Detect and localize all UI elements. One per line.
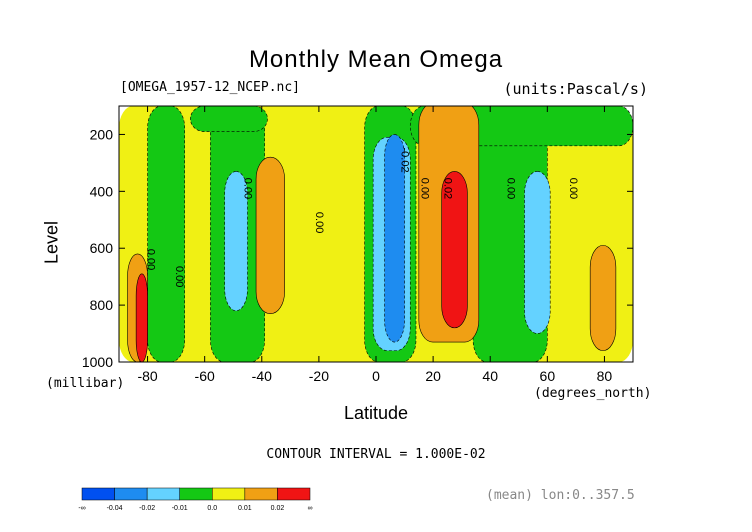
colorbar-label-6: 0.02 (271, 505, 285, 512)
contour-labels-layer: 0.00 0.00 0.00 0.00 -0.02 0.00 0.02 0.00 0.00 (145, 148, 580, 288)
y-tick-label-4: 1000 (82, 354, 113, 370)
colorbar-swatch-6 (277, 487, 311, 501)
colorbar-swatch-4 (212, 487, 246, 501)
contour-region-9 (524, 171, 551, 334)
colorbar-label-4: 0.0 (207, 505, 217, 512)
contour-region-16 (135, 273, 148, 362)
contour-label-5: 0.00 (419, 178, 431, 199)
contour-region-15 (441, 171, 468, 329)
contour-interval-note: CONTOUR INTERVAL = 1.000E-02 (266, 447, 486, 462)
contour-label-2: 0.00 (242, 178, 254, 199)
contour-region-11 (255, 156, 285, 314)
contour-region-10 (384, 134, 405, 343)
colorbar-label-1: -0.04 (107, 505, 123, 512)
x-tick-label-1: -60 (195, 368, 215, 384)
x-tick-label-0: -80 (137, 368, 157, 384)
colorbar-swatch-1 (114, 487, 148, 501)
colorbar-swatch-0 (81, 487, 115, 501)
colorbar-label-5: 0.01 (238, 505, 252, 512)
file-label: [OMEGA_1957-12_NCEP.nc] (120, 80, 301, 95)
x-tick-label-6: 40 (482, 368, 498, 384)
contour-label-0: 0.00 (145, 249, 157, 270)
axes-layer: -80 -60 -40 -20 0 20 40 60 80 200 400 600 800 1000 (82, 106, 633, 384)
y-tick-label-2: 600 (90, 240, 114, 256)
x-tick-label-7: 60 (540, 368, 556, 384)
x-tick-label-3: -20 (309, 368, 329, 384)
x-axis-unit: (degrees_north) (534, 386, 652, 401)
x-tick-label-2: -40 (252, 368, 272, 384)
contour-region-6 (190, 106, 268, 132)
colorbar-label-7: ∞ (308, 505, 313, 512)
colorbar-swatch-2 (146, 487, 180, 501)
x-axis-label: Latitude (343, 403, 409, 423)
contour-label-6: 0.02 (442, 178, 454, 199)
y-axis-unit: (millibar) (46, 376, 125, 391)
y-tick-label-0: 200 (90, 126, 114, 142)
contour-label-4: -0.02 (399, 148, 411, 173)
units-label: (units:Pascal/s) (503, 80, 649, 98)
y-tick-label-1: 400 (90, 183, 114, 199)
x-tick-label-8: 80 (597, 368, 613, 384)
colorbar: -∞ -0.04 -0.02 -0.01 0.0 0.01 0.02 ∞ (78, 487, 313, 512)
colorbar-label-3: -0.01 (172, 505, 188, 512)
y-tick-label-3: 800 (90, 297, 114, 313)
colorbar-swatch-3 (179, 487, 213, 501)
contour-region-7 (224, 171, 248, 312)
contour-label-7: 0.00 (504, 178, 516, 199)
x-tick-label-4: 0 (372, 368, 380, 384)
contour-label-8: 0.00 (567, 178, 579, 199)
chart-title: Monthly Mean Omega (248, 46, 504, 73)
x-tick-label-5: 20 (425, 368, 441, 384)
colorbar-label-0: -∞ (78, 505, 85, 512)
colorbar-swatch-5 (244, 487, 278, 501)
contour-label-1: 0.00 (173, 266, 185, 287)
contour-region-1 (147, 106, 185, 362)
colorbar-label-2: -0.02 (139, 505, 155, 512)
contour-fill-layer (119, 106, 633, 362)
mean-note: (mean) lon:0..357.5 (486, 488, 635, 503)
contour-label-3: 0.00 (313, 212, 325, 233)
contour-region-14 (589, 245, 617, 351)
